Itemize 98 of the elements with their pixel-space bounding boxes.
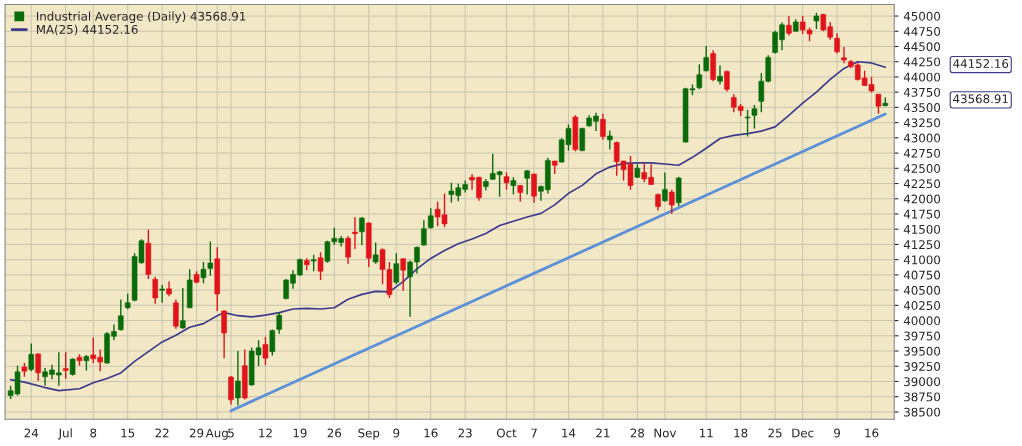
x-tick-label: 26 bbox=[327, 428, 342, 438]
y-tick-label: 42000 bbox=[903, 194, 941, 204]
x-tick-label: 8 bbox=[90, 428, 97, 438]
y-tick-label: 39000 bbox=[904, 377, 941, 387]
y-tick-label: 41750 bbox=[903, 209, 941, 219]
text: 43568.91 bbox=[953, 94, 1008, 104]
y-tick-label: 39500 bbox=[904, 346, 941, 356]
x-tick-label: 28 bbox=[630, 428, 645, 438]
candlestick bbox=[751, 104, 758, 130]
x-tick-label: 7 bbox=[531, 428, 537, 438]
candlestick bbox=[269, 328, 276, 357]
x-tick-label: Jul bbox=[57, 428, 72, 440]
candlestick bbox=[372, 241, 379, 265]
candlestick bbox=[744, 109, 751, 138]
candlestick bbox=[228, 375, 234, 406]
y-tick-label: 42750 bbox=[903, 148, 941, 158]
x-tick-label: 15 bbox=[121, 428, 135, 438]
candlestick bbox=[662, 171, 668, 203]
line-series bbox=[9, 60, 887, 392]
candlestick bbox=[607, 129, 613, 151]
y-tick-label: 43250 bbox=[903, 118, 941, 128]
candlestick bbox=[786, 15, 792, 37]
x-tick-label: Sep bbox=[358, 428, 380, 440]
x-tick-label: 9 bbox=[393, 428, 400, 438]
candlestick bbox=[703, 45, 709, 73]
x-tick-label: 16 bbox=[424, 428, 438, 438]
y-tick-label: 40000 bbox=[903, 316, 941, 326]
candlestick bbox=[62, 351, 69, 380]
candlestick bbox=[180, 287, 186, 330]
candlestick bbox=[152, 276, 159, 305]
candlestick bbox=[235, 350, 241, 407]
y-tick-label: 44500 bbox=[903, 42, 941, 52]
x-tick-label: Aug bbox=[205, 428, 228, 440]
candlestick bbox=[352, 216, 358, 250]
candlestick bbox=[221, 309, 227, 359]
x-tick-label: 19 bbox=[293, 428, 307, 438]
candlestick bbox=[717, 64, 723, 86]
y-tick-label: 44250 bbox=[903, 57, 941, 67]
y-tick-label: 43500 bbox=[903, 103, 941, 113]
x-tick-label: Oct bbox=[496, 428, 517, 438]
y-tick-label: 42250 bbox=[903, 179, 941, 189]
candlestick bbox=[28, 342, 35, 372]
candlestick bbox=[524, 169, 530, 196]
candlestick bbox=[159, 284, 165, 304]
y-tick-label: 39750 bbox=[904, 331, 941, 341]
candlestick bbox=[35, 352, 41, 382]
candlestick bbox=[359, 216, 365, 246]
candlestick bbox=[200, 261, 207, 284]
x-tick-label: Dec bbox=[792, 428, 814, 438]
y-tick-label: 44750 bbox=[903, 26, 941, 36]
candlestick bbox=[696, 63, 703, 90]
x-tick-label: 29 bbox=[189, 428, 204, 438]
candlestick bbox=[531, 173, 537, 204]
y-tick-label: 39250 bbox=[904, 361, 941, 371]
candlestick bbox=[421, 219, 427, 247]
x-tick-label: 9 bbox=[834, 428, 841, 438]
candlestick bbox=[669, 188, 675, 215]
y-tick-label: 41500 bbox=[903, 224, 941, 234]
y-tick-label: 41000 bbox=[903, 255, 941, 265]
text: 44152.16 bbox=[953, 59, 1009, 69]
candlestick bbox=[317, 251, 324, 281]
candlestick bbox=[345, 235, 351, 265]
x-tick-label: 11 bbox=[700, 428, 713, 438]
candlestick bbox=[276, 311, 282, 335]
y-tick-label: 38750 bbox=[904, 392, 941, 402]
candlestick bbox=[118, 298, 124, 332]
x-tick-label: 23 bbox=[458, 428, 472, 438]
candlestick bbox=[834, 32, 840, 55]
y-tick-label: 45000 bbox=[903, 11, 941, 21]
y-tick-label: 40750 bbox=[903, 270, 941, 280]
y-tick-label: 40500 bbox=[903, 285, 941, 295]
candlestick bbox=[173, 298, 179, 330]
x-tick-label: 5 bbox=[228, 428, 234, 438]
y-tick-label: 43000 bbox=[903, 133, 941, 143]
candlestick bbox=[400, 257, 406, 292]
y-tick-label: 40250 bbox=[903, 301, 941, 310]
x-tick-label: 25 bbox=[768, 428, 782, 438]
x-tick-label: 22 bbox=[155, 428, 169, 438]
candlestick bbox=[262, 336, 269, 367]
legend-label: MA(25) 44152.16 bbox=[36, 24, 138, 36]
candlestick bbox=[207, 240, 214, 277]
candlestick bbox=[841, 46, 847, 64]
legend-label: Industrial Average (Daily) 43568.91 bbox=[36, 11, 246, 23]
y-tick-label: 42500 bbox=[903, 164, 941, 173]
candlestick bbox=[600, 113, 606, 141]
x-tick-label: 24 bbox=[24, 428, 39, 438]
y-tick-label: 43750 bbox=[903, 87, 941, 97]
x-tick-label: 12 bbox=[259, 428, 272, 438]
x-tick-label: 21 bbox=[596, 428, 610, 438]
x-tick-label: 16 bbox=[865, 428, 879, 438]
candlestick bbox=[393, 252, 400, 285]
x-tick-label: Nov bbox=[654, 428, 677, 438]
y-tick-label: 41250 bbox=[903, 240, 941, 250]
x-tick-label: 14 bbox=[562, 428, 576, 438]
x-tick-label: 18 bbox=[734, 428, 748, 438]
y-tick-label: 44000 bbox=[903, 72, 941, 82]
y-tick-label: 38500 bbox=[904, 407, 941, 417]
candlestick bbox=[724, 69, 730, 93]
